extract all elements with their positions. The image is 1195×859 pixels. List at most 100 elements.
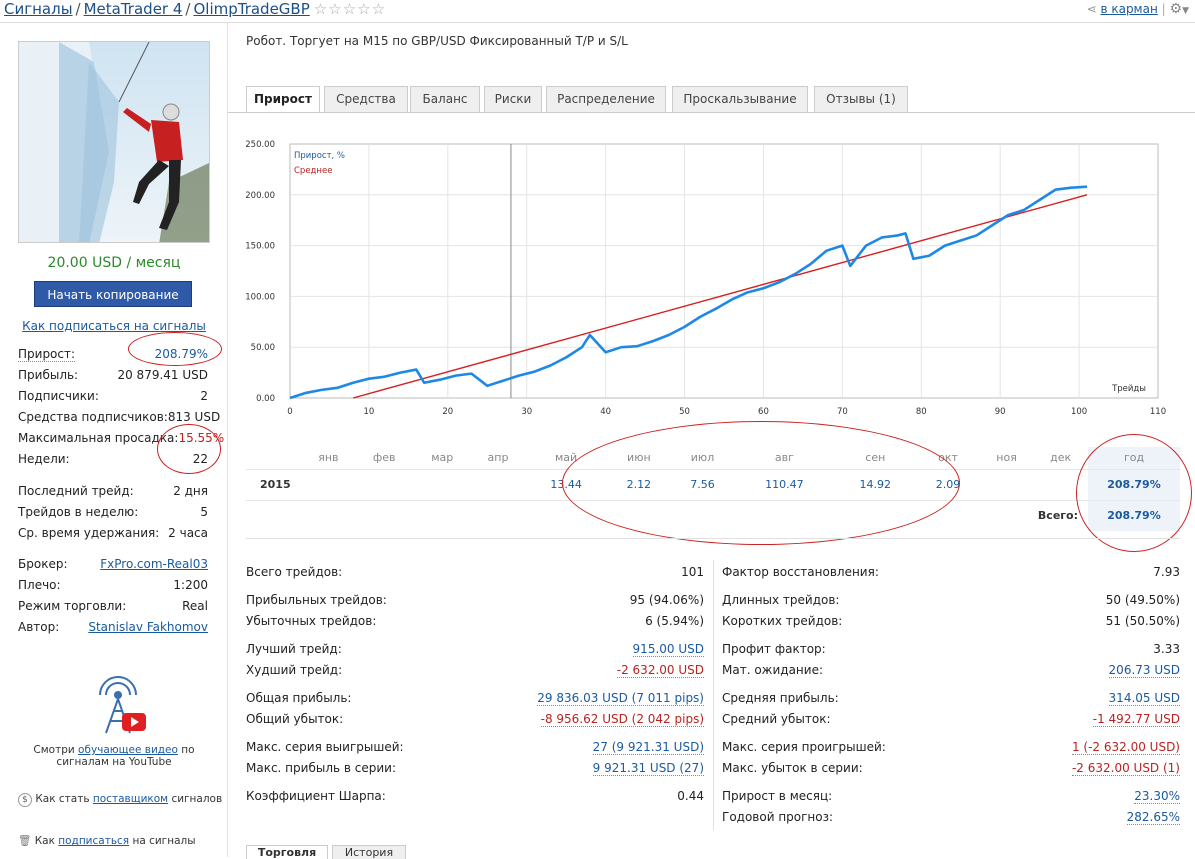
summary-value: 3.33 [1153, 642, 1180, 656]
summary-value: -2 632.00 USD [616, 663, 704, 678]
summary-row: Лучший трейд: 915.00 USD [246, 642, 704, 657]
stat-label: Плечо: [18, 578, 61, 592]
summary-value: 0.44 [677, 789, 704, 803]
annotation-ellipse [562, 421, 960, 545]
tab-equity[interactable]: Средства [324, 86, 408, 112]
subscribe-promo: 🗑 Как подписаться на сигналы [18, 834, 196, 847]
summary-label: Прирост в месяц: [722, 789, 833, 803]
stat-label: Прибыль: [18, 368, 79, 382]
stat-value: 2 дня [173, 484, 208, 498]
x-tick-label: 40 [600, 407, 611, 417]
summary-value: 6 (5.94%) [645, 614, 704, 628]
summary-value: 27 (9 921.31 USD) [592, 740, 704, 755]
promo-text: Как [34, 835, 55, 847]
summary-value: 95 (94.06%) [629, 593, 704, 607]
star-icon[interactable]: ☆ [342, 0, 358, 18]
x-axis-label: Трейды [1111, 384, 1146, 394]
avatar [18, 41, 210, 243]
tab-trading[interactable]: Торговля [246, 845, 328, 859]
promo-text: Как стать [35, 793, 90, 805]
summary-label: Худший трейд: [246, 663, 343, 677]
broker-link[interactable]: FxPro.com-Real03 [100, 557, 208, 571]
plot-area [289, 143, 1159, 399]
month-header: мар [413, 447, 471, 470]
stat-trade-mode: Режим торговли: Real [18, 599, 208, 613]
x-tick-label: 10 [363, 407, 374, 417]
summary-label: Всего трейдов: [246, 565, 343, 579]
summary-label: Длинных трейдов: [722, 593, 840, 607]
tab-reviews[interactable]: Отзывы (1) [814, 86, 908, 112]
y-tick-label: 150.00 [246, 242, 275, 252]
stat-value: 20 879.41 USD [117, 368, 208, 382]
provider-link[interactable]: поставщиком [92, 793, 169, 805]
star-icon[interactable]: ☆ [313, 0, 329, 18]
start-copying-button[interactable]: Начать копирование → [34, 281, 192, 326]
summary-value: -8 956.62 USD (2 042 pips) [540, 712, 704, 727]
summary-value: 50 (49.50%) [1105, 593, 1180, 607]
stat-value: Real [182, 599, 208, 613]
y-tick-label: 200.00 [246, 191, 275, 201]
legend-average: Среднее [294, 166, 332, 176]
author-link[interactable]: Stanislav Fakhomov [88, 620, 208, 634]
summary-row: Макс. серия выигрышей: 27 (9 921.31 USD) [246, 740, 704, 755]
summary-row: Фактор восстановления: 7.93 [722, 565, 1180, 579]
summary-label: Макс. серия проигрышей: [722, 740, 886, 754]
summary-label: Убыточных трейдов: [246, 614, 377, 628]
month-value [470, 469, 526, 501]
summary-value: 101 [681, 565, 704, 579]
star-icon[interactable]: ☆ [357, 0, 372, 18]
breadcrumb-signals[interactable]: Сигналы [4, 0, 73, 18]
month-header: ноя [979, 447, 1034, 470]
summary-row: Убыточных трейдов: 6 (5.94%) [246, 614, 704, 628]
summary-row: Общая прибыль: 29 836.03 USD (7 011 pips) [246, 691, 704, 706]
share-icon[interactable]: ⋖ [1086, 2, 1097, 16]
how-to-subscribe-link[interactable]: Как подписаться на сигналы [22, 319, 206, 333]
month-value [979, 469, 1034, 501]
y-tick-label: 50.00 [251, 343, 275, 353]
promo-text: сигналов [171, 793, 223, 805]
summary-label: Лучший трейд: [246, 642, 342, 656]
tab-history[interactable]: История [332, 845, 406, 859]
video-promo: Смотри обучающее видео по сигналам на Yo… [18, 744, 210, 768]
y-tick-label: 250.00 [246, 140, 275, 150]
video-link[interactable]: обучающее видео [78, 744, 178, 756]
stat-label: Средства подписчиков: [18, 410, 168, 424]
stat-label: Автор: [18, 620, 60, 634]
video-antenna-icon[interactable] [88, 673, 148, 735]
summary-row: Макс. убыток в серии: -2 632.00 USD (1) [722, 761, 1180, 776]
series-growth-line [289, 185, 1088, 400]
summary-value: 23.30% [1134, 789, 1180, 804]
annotation-ellipse [157, 424, 221, 474]
series-average-line [352, 194, 1088, 399]
rating-stars[interactable]: ☆☆☆☆☆ [314, 0, 386, 18]
summary-label: Годовой прогноз: [722, 810, 834, 824]
summary-value: 206.73 USD [1108, 663, 1180, 678]
bookmark-link[interactable]: в карман [1100, 2, 1158, 16]
breadcrumb-platform[interactable]: MetaTrader 4 [83, 0, 183, 18]
tab-risks[interactable]: Риски [484, 86, 542, 112]
summary-row: Всего трейдов: 101 [246, 565, 704, 579]
stat-label: Недели: [18, 452, 70, 466]
stat-label: Последний трейд: [18, 484, 134, 498]
stat-label: Подписчики: [18, 389, 99, 403]
subscribe-link[interactable]: подписаться [58, 835, 130, 847]
breadcrumb-signal-name[interactable]: OlimpTradeGBP [193, 0, 310, 18]
chevron-down-icon[interactable]: ▼ [1182, 6, 1189, 16]
tab-balance[interactable]: Баланс [410, 86, 480, 112]
star-icon[interactable]: ☆ [371, 0, 387, 18]
tab-slippage[interactable]: Проскальзывание [672, 86, 808, 112]
star-icon[interactable]: ☆ [328, 0, 343, 18]
total-label: Всего: [1037, 509, 1078, 523]
signal-description: Робот. Торгует на M15 по GBP/USD Фиксиро… [246, 34, 628, 48]
summary-value: 9 921.31 USD (27) [592, 761, 704, 776]
summary-label: Фактор восстановления: [722, 565, 879, 579]
gear-icon[interactable]: ⚙ [1169, 1, 1183, 17]
tab-distribution[interactable]: Распределение [546, 86, 666, 112]
stat-broker: Брокер: FxPro.com-Real03 [18, 557, 208, 571]
x-tick-label: 80 [916, 407, 927, 417]
tab-growth[interactable]: Прирост [246, 86, 320, 113]
stat-value: 1:200 [173, 578, 208, 592]
summary-label: Макс. прибыль в серии: [246, 761, 396, 775]
summary-row: Годовой прогноз: 282.65% [722, 810, 1180, 825]
summary-label: Прибыльных трейдов: [246, 593, 387, 607]
